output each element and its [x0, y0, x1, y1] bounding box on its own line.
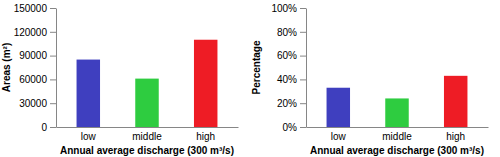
y-tick-label: 30000: [19, 98, 47, 109]
y-tick-mark: [300, 8, 306, 9]
y-axis-line: [56, 9, 57, 128]
x-axis-title: Annual average discharge (300 m³/s): [60, 145, 234, 156]
y-tick-label: 120000: [14, 27, 48, 38]
x-axis-line: [57, 127, 239, 128]
y-tick-label: 0: [41, 122, 47, 133]
bar: [444, 76, 467, 127]
chart-panel: 0 30000 60000 90000 120000 150000 low middle hig…: [1, 3, 239, 156]
x-tick-label: low: [331, 131, 347, 142]
y-tick-mark: [300, 103, 306, 104]
y-tick-mark: [300, 32, 306, 33]
x-tick: high: [196, 127, 215, 142]
x-tick: high: [446, 127, 465, 142]
x-tick-label: high: [446, 131, 465, 142]
y-tick-mark: [50, 8, 56, 9]
y-tick-label: 60000: [19, 74, 47, 85]
bar: [77, 60, 100, 127]
bar: [385, 98, 408, 127]
y-tick-label: 60%: [277, 50, 297, 61]
y-tick: 60%: [277, 50, 306, 61]
y-tick: 30000: [19, 98, 56, 109]
bar: [135, 79, 158, 127]
y-axis: 0% 20% 40% 60% 80% 100%: [271, 3, 306, 133]
y-axis-line: [306, 9, 307, 128]
x-tick-label: low: [81, 131, 97, 142]
y-tick: 60000: [19, 74, 56, 85]
y-tick: 120000: [14, 27, 56, 38]
y-tick-label: 20%: [277, 98, 297, 109]
y-tick: 100%: [271, 3, 306, 14]
y-tick: 80%: [277, 27, 306, 38]
x-axis: low middle high: [307, 127, 489, 142]
y-tick-mark: [50, 56, 56, 57]
x-tick: middle: [132, 127, 162, 142]
x-tick: low: [81, 127, 97, 142]
x-tick-label: middle: [132, 131, 162, 142]
x-axis: low middle high: [57, 127, 239, 142]
bar: [327, 88, 350, 127]
y-tick-mark: [50, 79, 56, 80]
x-axis-title: Annual average discharge (300 m³/s): [310, 145, 484, 156]
y-tick-mark: [300, 56, 306, 57]
y-tick-label: 100%: [271, 3, 297, 14]
x-tick-label: middle: [382, 131, 412, 142]
y-tick-mark: [50, 103, 56, 104]
figure: 0 30000 60000 90000 120000 150000 low middle hig…: [0, 0, 500, 157]
y-tick-label: 0%: [283, 122, 298, 133]
y-tick: 40%: [277, 74, 306, 85]
y-axis-title: Percentage: [251, 40, 262, 94]
y-tick-mark: [50, 32, 56, 33]
y-tick-mark: [50, 127, 56, 128]
x-tick-label: high: [196, 131, 215, 142]
y-tick: 20%: [277, 98, 306, 109]
x-axis-line: [307, 127, 489, 128]
y-tick: 0: [41, 122, 56, 133]
y-tick-label: 150000: [14, 3, 48, 14]
y-tick-mark: [300, 127, 306, 128]
x-tick: low: [331, 127, 347, 142]
y-tick-label: 40%: [277, 74, 297, 85]
y-axis: 0 30000 60000 90000 120000 150000: [14, 3, 57, 133]
y-tick: 90000: [19, 50, 56, 61]
bars: [327, 76, 468, 127]
y-tick-label: 90000: [19, 50, 47, 61]
bars: [77, 40, 218, 127]
chart-panel: 0% 20% 40% 60% 80% 100% low middle high Annual av…: [251, 3, 489, 156]
x-tick: middle: [382, 127, 412, 142]
y-tick-label: 80%: [277, 27, 297, 38]
y-tick: 150000: [14, 3, 56, 14]
bar: [194, 40, 217, 127]
y-tick: 0%: [283, 122, 306, 133]
y-axis-title: Areas (m²): [1, 43, 12, 92]
y-tick-mark: [300, 79, 306, 80]
